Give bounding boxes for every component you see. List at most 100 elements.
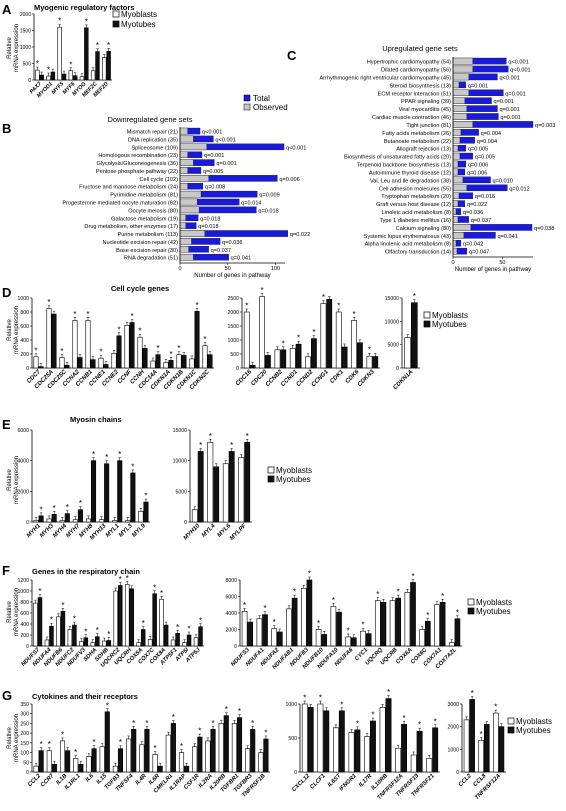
bar-observed <box>179 246 189 253</box>
bar-observed <box>179 143 207 151</box>
significance-star: * <box>198 727 201 736</box>
bar-observed <box>452 247 458 255</box>
y-axis-label: mRNA expression <box>14 24 20 72</box>
subplot: 05001000150020002500*CDC16*CDC20*CCNB2*C… <box>227 286 380 388</box>
significance-star: * <box>153 583 156 592</box>
subplot: 0500100015002000*PAX7*MYOD1*MYF5*MYF6*MY… <box>20 12 112 99</box>
q-value: q=0.038 <box>534 226 554 232</box>
q-value: q=0.001 <box>494 99 514 105</box>
bar-observed <box>452 57 473 65</box>
legend-swatch-total <box>243 94 251 102</box>
bar-myoblasts <box>68 70 74 81</box>
bar-myoblasts <box>434 604 440 647</box>
significance-star: * <box>251 719 254 728</box>
bar-myotubes <box>50 71 56 81</box>
significance-star: * <box>209 432 212 441</box>
significance-star: * <box>92 738 95 747</box>
legend-label-observed: Observed <box>253 103 288 112</box>
bar-observed <box>452 232 465 239</box>
bar-myotubes <box>77 509 83 523</box>
y-tick-label: 1000 <box>20 45 31 51</box>
bar-myotubes <box>262 614 268 647</box>
q-value: q=0.001 <box>499 107 519 113</box>
y-tick-label: 2000 <box>20 12 31 18</box>
significance-star: * <box>426 611 429 620</box>
bar-myoblasts <box>90 642 96 647</box>
bar-myotubes <box>207 354 213 369</box>
bar-myoblasts <box>256 618 263 647</box>
significance-star: * <box>172 713 175 722</box>
y-tick-label: 0 <box>184 520 187 526</box>
q-value: q=0.006 <box>467 170 487 176</box>
bar-myoblasts <box>271 628 277 647</box>
bar-myoblasts <box>222 463 229 523</box>
pathway-label: DNA replication (35) <box>128 137 178 143</box>
bar-myoblasts <box>178 752 185 773</box>
bar-myoblasts <box>300 587 307 647</box>
bar-myotubes <box>130 472 136 523</box>
legend-label-total: Total <box>253 94 270 103</box>
bar-myotubes <box>276 631 283 647</box>
significance-star: * <box>160 589 163 598</box>
y-tick-label: 8000 <box>225 578 237 584</box>
significance-star: * <box>119 575 122 584</box>
pathway-label: Nucleotide excision repair (42) <box>102 240 178 246</box>
bar-myoblasts <box>286 608 292 647</box>
bar-observed <box>179 222 186 229</box>
q-value: q=0.010 <box>493 178 513 184</box>
significance-star: * <box>92 450 95 459</box>
pathway-label: Mismatch repair (21) <box>127 130 178 136</box>
bar-myoblasts <box>182 642 187 647</box>
bar-myotubes <box>140 629 146 647</box>
chart-title: Upregulated gene sets <box>382 44 458 53</box>
bar-myotubes <box>197 736 203 773</box>
bar-myoblasts <box>241 611 248 647</box>
pathway-label: Purine metabolism (113) <box>117 232 178 238</box>
q-value: q=0.018 <box>198 224 218 230</box>
bar-myoblasts <box>379 707 386 773</box>
y-axis-label: mRNA expression <box>14 714 20 762</box>
significance-star: * <box>264 728 267 737</box>
legend-label-myotubes: Myotubes <box>121 20 156 29</box>
y-tick-label: 2000 <box>447 725 459 731</box>
significance-star: * <box>53 504 56 513</box>
bar-myoblasts <box>189 358 195 369</box>
legend-swatch-myoblasts <box>467 598 475 606</box>
bar-observed <box>452 73 469 81</box>
y-tick-label: 500 <box>23 62 32 68</box>
significance-star: * <box>261 286 264 295</box>
bar-myotubes <box>129 322 135 369</box>
bar-myoblasts <box>305 356 311 369</box>
y-tick-label: 300 <box>20 712 29 718</box>
pathway-label: Cardiac muscle contraction (46) <box>372 115 451 121</box>
bar-myoblasts <box>448 642 455 647</box>
bar-myotubes <box>213 466 220 523</box>
bar-myoblasts <box>389 600 396 647</box>
y-tick-label: 0 <box>26 644 29 650</box>
bar-myotubes <box>181 355 187 369</box>
bar-myoblasts <box>243 311 250 369</box>
bar-myotubes <box>249 364 256 369</box>
x-tick-label: CLCF1 <box>309 773 326 790</box>
bar-myotubes <box>306 579 313 647</box>
bar-myoblasts <box>332 727 339 773</box>
bar-observed <box>179 230 205 237</box>
y-tick-label: 200 <box>20 352 29 358</box>
panel-letter: E <box>2 417 11 432</box>
bar-myotubes <box>291 597 298 647</box>
bar-myoblasts <box>72 519 78 523</box>
bar-myoblasts <box>136 642 141 647</box>
x-tick-label: CCL2 <box>458 773 473 788</box>
x-tick-label: IL4R <box>135 773 149 787</box>
q-value: q=0.042 <box>463 242 483 248</box>
pathway-label: Cell adhesion molecules (55) <box>379 186 451 192</box>
bar-myotubes <box>469 699 475 773</box>
bar-myotubes <box>244 441 251 523</box>
subplot: 02000400060008000*NDUFS3*NDUFA1*NDUFA2*N… <box>225 570 462 671</box>
bar-observed <box>452 224 471 231</box>
bar-observed <box>179 135 194 143</box>
significance-star: * <box>105 453 108 462</box>
